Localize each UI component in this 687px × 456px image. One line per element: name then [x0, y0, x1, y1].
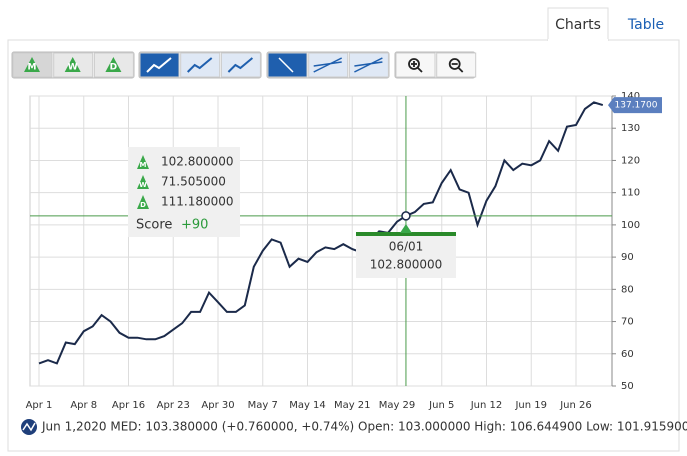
- toolbar-button[interactable]: [436, 52, 477, 78]
- x-tick-label: Apr 16: [112, 400, 145, 411]
- y-tick-label: 140: [621, 91, 640, 102]
- tooltip-bar: [356, 232, 456, 236]
- y-tick-label: 80: [621, 284, 634, 295]
- plot-area: [29, 95, 613, 387]
- y-tick-label: 50: [621, 381, 634, 392]
- score-value: +90: [181, 218, 208, 233]
- toolbar-button[interactable]: [220, 52, 261, 78]
- icon-letter: W: [139, 181, 147, 189]
- y-tick-label: 100: [621, 220, 640, 231]
- icon: [137, 155, 149, 169]
- icon: [451, 63, 464, 73]
- status-icon-line: [22, 422, 36, 432]
- tab-active[interactable]: [547, 7, 609, 41]
- indicator-value: 111.180000: [161, 195, 234, 209]
- x-tick-label: May 14: [289, 400, 326, 411]
- y-tick-label: 70: [621, 317, 634, 328]
- x-tick-label: Apr 23: [157, 400, 190, 411]
- x-tick-label: May 7: [248, 400, 278, 411]
- icon: [24, 57, 40, 72]
- x-tick-label: May 29: [379, 400, 416, 411]
- tab-join: [548, 39, 608, 43]
- icon: [186, 57, 213, 73]
- icon-letter: D: [140, 201, 146, 209]
- toolbar-button[interactable]: [139, 52, 180, 78]
- status-text: Jun 1,2020 MED: 103.380000 (+0.760000, +…: [41, 420, 687, 434]
- y-tick-label: 60: [621, 349, 634, 360]
- toolbar-button[interactable]: [93, 52, 134, 78]
- tooltip: [356, 232, 456, 278]
- icon: [448, 58, 461, 70]
- x-tick-label: May 21: [334, 400, 371, 411]
- icon: [227, 57, 254, 73]
- toolbar-button[interactable]: [180, 52, 221, 78]
- crosshair-point: [401, 211, 411, 221]
- icon-letter: W: [68, 63, 78, 73]
- price-tag-label: 137.1700: [615, 101, 658, 111]
- icon: [64, 57, 81, 72]
- icon: [313, 57, 343, 73]
- icon: [399, 224, 412, 233]
- icon: [278, 57, 294, 73]
- y-tick-label: 120: [621, 155, 640, 166]
- x-tick-label: Apr 1: [26, 400, 53, 411]
- price-tag: [608, 97, 662, 114]
- icon: [411, 61, 423, 73]
- tab[interactable]: Table: [627, 17, 664, 33]
- icon-letter: M: [28, 63, 37, 73]
- icon: [105, 57, 122, 72]
- toolbar-button[interactable]: [395, 52, 436, 78]
- icon: [137, 195, 149, 209]
- toolbar-button[interactable]: [267, 52, 308, 78]
- icon: [354, 57, 383, 73]
- icon: [146, 57, 172, 73]
- y-tick-label: 130: [621, 123, 640, 134]
- score-label: Score: [136, 218, 172, 233]
- tab[interactable]: Charts: [555, 17, 601, 33]
- indicator-value: 71.505000: [161, 175, 226, 189]
- x-tick-label: Jun 19: [514, 400, 547, 411]
- icon-letter: D: [110, 63, 117, 73]
- x-tick-label: Apr 8: [70, 400, 97, 411]
- y-tick-label: 90: [621, 252, 634, 263]
- price-line: [38, 101, 604, 365]
- icon: [408, 58, 420, 70]
- x-tick-label: Jun 12: [470, 400, 503, 411]
- icon: [137, 175, 149, 189]
- indicator-value: 102.800000: [161, 155, 234, 169]
- y-tick-label: 110: [621, 188, 640, 199]
- x-tick-label: Jun 5: [428, 400, 454, 411]
- x-tick-label: Apr 30: [201, 400, 234, 411]
- icon-letter: M: [140, 161, 147, 169]
- indicator-box: [128, 147, 240, 237]
- tooltip-date: 06/01: [389, 240, 424, 254]
- tooltip-value: 102.800000: [370, 258, 443, 272]
- x-tick-label: Jun 26: [559, 400, 592, 411]
